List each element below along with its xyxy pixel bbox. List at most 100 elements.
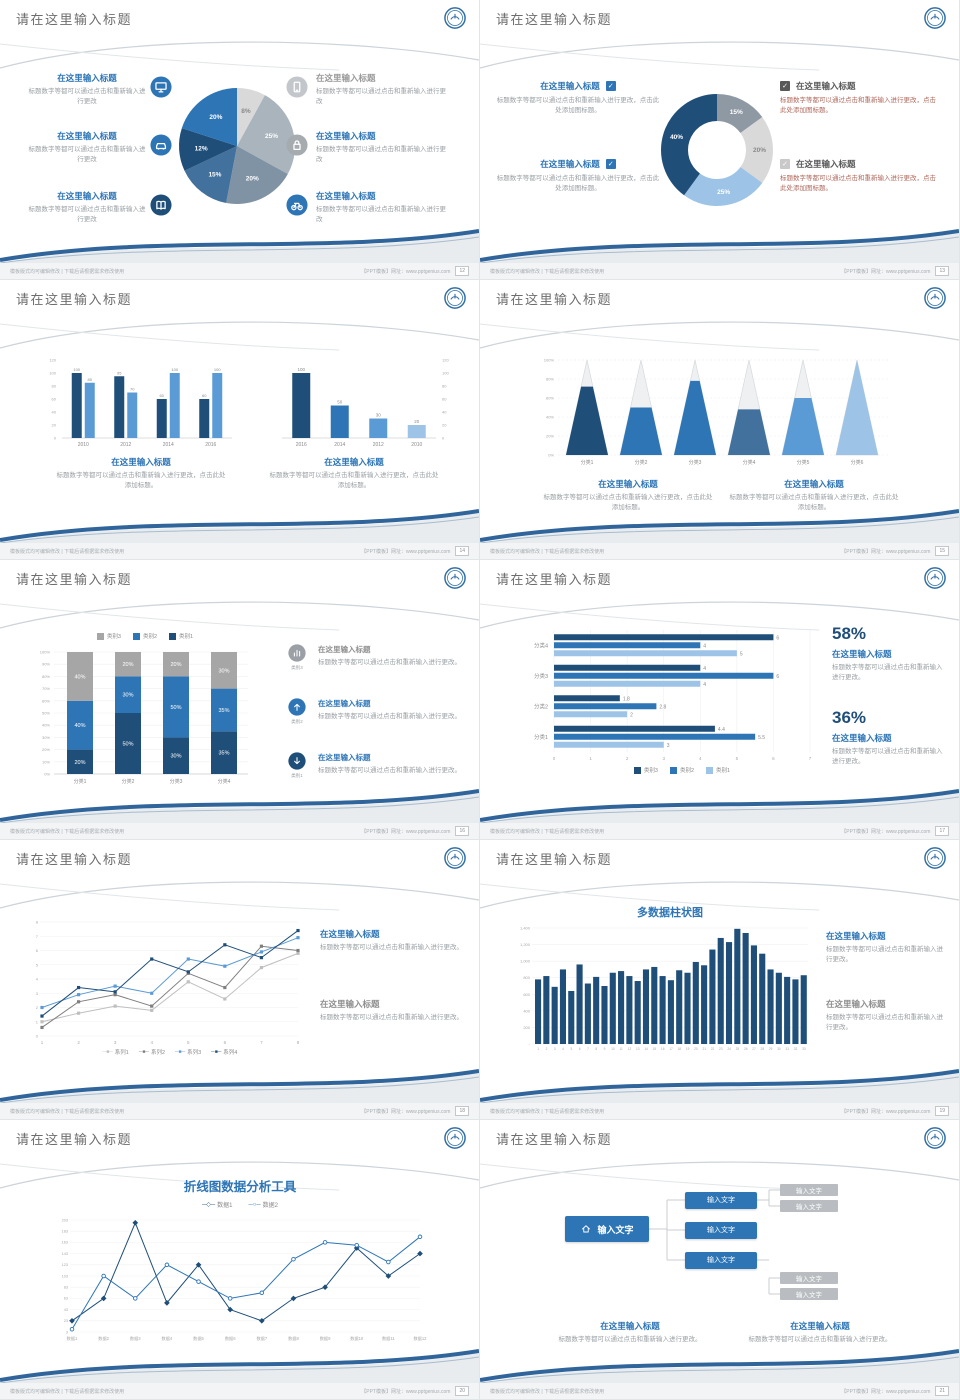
phone-icon <box>286 76 308 98</box>
chart-label: 32 <box>794 1047 798 1051</box>
bar-value-label: 5 <box>740 651 743 657</box>
chart-icon <box>288 644 306 662</box>
legend-swatch-icon <box>169 632 177 640</box>
chart-label: 5 <box>570 1047 572 1051</box>
legend-swatch-icon <box>633 766 641 774</box>
slide-content: 0% 20% 40% 60% 80% 100% 分类1 分类2 分类3 分类4 分类5 分类6 在这里输… <box>480 280 959 559</box>
block-text: 标题数字等都可以通过点击和重新输入进行更改。 <box>318 767 461 774</box>
legend-marker-icon: ─■─ <box>138 1049 149 1055</box>
chart-label: 19 <box>686 1047 690 1051</box>
chart-label: 6 <box>579 1047 581 1051</box>
slide-title: 请在这里输入标题 <box>16 572 133 587</box>
lock-icon <box>286 134 308 156</box>
slide-page-13[interactable]: 请在这里输入标题 15% 20% 25% 40% 在这里输入标题 ✓ 标题数字等都可以通过点… <box>480 0 960 280</box>
chart-title: 折线图数据分析工具 <box>183 1180 297 1194</box>
chart-label: 2012 <box>120 442 131 448</box>
chart-label: 17 <box>669 1047 673 1051</box>
block-title: 在这里输入标题 <box>320 999 380 1009</box>
legend-entry: ─■─ 系列4 <box>211 1048 237 1056</box>
text-block: 在这里输入标题 标题数字等都可以通过点击和重新输入进行更改 <box>316 190 448 225</box>
slide-footer: 模板版式均可编辑修改 | 下载后请根据需求修改使用 【PPT模板】网址：www.… <box>480 543 959 559</box>
chart-label: 10% <box>42 759 50 764</box>
stacked-bar-chart: 0% 10% 20% 30% 40% 50% 60% 70% 80% 90% 100% 20% 40% 4… <box>40 650 248 785</box>
chart-label: 30% <box>218 668 229 674</box>
chart-label: 2014 <box>334 442 345 448</box>
slide-page-15[interactable]: 请在这里输入标题 0% 20% 40% 60% 80% 100% 分类1 分类2 分类3 分类4 分… <box>480 280 960 560</box>
legend-entry: 类别2 <box>132 632 157 640</box>
block-text: 标题数字等都可以通过点击和重新输入进行更改 <box>28 88 146 106</box>
footer-right-text: 【PPT模板】网址：www.pptgenius.com <box>841 548 931 555</box>
slide-page-21[interactable]: 请在这里输入标题 输入文字 输入文字 输入文字 输入文字 输入文字 输入文字 输入文字 输入文… <box>480 1120 960 1400</box>
footer-right-text: 【PPT模板】网址：www.pptgenius.com <box>841 828 931 835</box>
footer-right-text: 【PPT模板】网址：www.pptgenius.com <box>361 548 451 555</box>
pie-slice-label: 15% <box>208 171 221 178</box>
footer-right: 【PPT模板】网址：www.pptgenius.com 18 <box>361 1106 469 1116</box>
footer-right-text: 【PPT模板】网址：www.pptgenius.com <box>841 1108 931 1115</box>
chart-label: 3 <box>114 1040 117 1045</box>
legend-marker-icon: ─■─ <box>102 1049 113 1055</box>
page-number: 16 <box>455 826 469 836</box>
slide-footer: 模板版式均可编辑修改 | 下载后请根据需求修改使用 【PPT模板】网址：www.… <box>0 1383 479 1399</box>
bar-value-label: 3 <box>667 743 670 749</box>
chart-label: 4 <box>150 1040 153 1045</box>
legend-marker-icon: ─○─ <box>248 1201 261 1208</box>
chart-label: 123 <box>62 1263 68 1267</box>
legend-label: 类别3 <box>643 768 658 774</box>
chart-label: 21 <box>702 1047 706 1051</box>
slide-page-18[interactable]: 请在这里输入标题 0 1 2 3 4 5 6 7 8 1 2 3 4 5 6 7 8 ─■─ 系列1 ─■─ 系列2 ─■… <box>0 840 480 1120</box>
text-block: 在这里输入标题 标题数字等都可以通过点击和重新输入进行更改，点击此处添加标题。 <box>728 478 900 513</box>
top-swoosh-decoration <box>480 881 959 911</box>
chart-label: 60 <box>442 397 447 402</box>
flow-mid-node: 输入文字 <box>685 1191 757 1209</box>
chart-label: 1,000 <box>520 959 531 964</box>
slide-page-19[interactable]: 请在这里输入标题 多数据柱状图 - 200 400 600 800 1,000 1,200 1,… <box>480 840 960 1120</box>
chart-label: 20 <box>52 423 57 428</box>
slide-page-16[interactable]: 请在这里输入标题 0% 10% 20% 30% 40% 50% 60% 70% 80% 90% 10… <box>0 560 480 840</box>
chart-label: 30% <box>122 693 133 699</box>
legend-marker-icon: ─■─ <box>211 1049 222 1055</box>
chart-label: 70% <box>42 686 50 691</box>
legend-entry: 类别3 <box>633 766 658 774</box>
chart-label: 43 <box>64 1308 68 1312</box>
chart-legend: 类别3 类别2 类别1 <box>30 632 260 640</box>
chart-label: 83 <box>64 1286 68 1290</box>
legend-marker-icon: ─◇─ <box>202 1202 216 1208</box>
footer-left-text: 模板版式均可编辑修改 | 下载后请根据需求修改使用 <box>490 1108 605 1115</box>
slide-page-17[interactable]: 请在这里输入标题 0 1 2 3 4 5 6 7 分类4 6 4 5 分类3 4 6 4 分类2 1.8 2.8 2 分… <box>480 560 960 840</box>
block-title: 在这里输入标题 <box>316 131 376 141</box>
block-text: 标题数字等都可以通过点击和重新输入进行更改。 <box>832 748 943 766</box>
block-title: 在这里输入标题 <box>796 81 856 91</box>
chart-label: 1,200 <box>520 942 531 947</box>
block-title: 在这里输入标题 <box>826 999 886 1009</box>
chart-label: 100 <box>49 371 56 376</box>
legend-label: 系列2 <box>150 1050 165 1056</box>
school-logo-icon <box>924 567 946 589</box>
slide-page-12[interactable]: 请在这里输入标题 8% 25% 20% 15% 12% 20% 在这里输入标题 标题数字等都可… <box>0 0 480 280</box>
chart-label: 2016 <box>205 442 216 448</box>
chart-label: 60% <box>42 698 50 703</box>
slide-page-20[interactable]: 请在这里输入标题 折线图数据分析工具 ─◇─ 数据1 ─○─ 数据2 3 23 43 63 83 1… <box>0 1120 480 1400</box>
chart-label: 85 <box>88 377 93 382</box>
chart-label: 7 <box>809 756 812 761</box>
chart-label: 5 <box>36 962 39 967</box>
top-swoosh-decoration <box>0 321 479 351</box>
block-text: 标题数字等都可以通过点击和重新输入进行更改，点击此处添加标题。 <box>56 472 226 490</box>
slide-footer: 模板版式均可编辑修改 | 下载后请根据需求修改使用 【PPT模板】网址：www.… <box>480 263 959 279</box>
bar-value-label: 4.4 <box>718 727 725 733</box>
icon-label: 类别3 <box>291 665 303 670</box>
legend-entry: 类别1 <box>706 766 730 774</box>
footer-right-text: 【PPT模板】网址：www.pptgenius.com <box>361 828 451 835</box>
chart-label: 数据8 <box>288 1335 299 1342</box>
text-block: 在这里输入标题 标题数字等都可以通过点击和重新输入进行更改 <box>316 130 448 165</box>
chart-label: 163 <box>62 1241 68 1245</box>
chart-legend: 类别3 类别2 类别1 <box>554 766 810 774</box>
chart-label: 100% <box>544 358 555 363</box>
slide-footer: 模板版式均可编辑修改 | 下载后请根据需求修改使用 【PPT模板】网址：www.… <box>480 823 959 839</box>
chart-label: 分类3 <box>689 459 702 466</box>
checklist-title-row: ✓ 在这里输入标题 <box>780 80 942 92</box>
legend-label: 类别1 <box>716 768 731 774</box>
slide-content: 输入文字 输入文字 输入文字 输入文字 输入文字 输入文字 输入文字 输入文字 在这里输入标题标… <box>480 1120 959 1399</box>
chart-label: 25 <box>736 1047 740 1051</box>
slide-page-14[interactable]: 请在这里输入标题 0 20 40 60 80 100 120 100 85 2010 95 70 201… <box>0 280 480 560</box>
connector-lines <box>649 1189 780 1295</box>
